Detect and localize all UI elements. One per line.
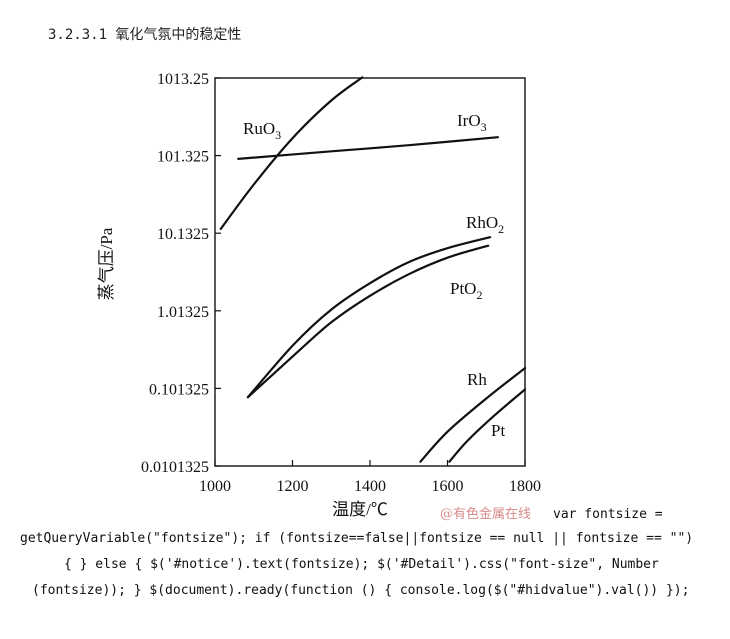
series-label-iro3: IrO3 <box>457 111 487 134</box>
series-label-rho2: RhO2 <box>466 213 504 236</box>
code-line-3: { } else { $('#notice').text(fontsize); … <box>64 557 659 572</box>
series-label-pto2: PtO2 <box>450 279 482 302</box>
code-line-2: getQueryVariable("fontsize"); if (fontsi… <box>20 531 694 546</box>
series-line-pto2 <box>246 244 490 399</box>
y-tick-label: 0.101325 <box>149 381 209 398</box>
y-tick-label: 0.0101325 <box>141 459 209 476</box>
code-line-4: (fontsize)); } $(document).ready(functio… <box>32 583 690 598</box>
y-tick-label: 101.325 <box>157 149 209 166</box>
x-tick-label: 1400 <box>354 478 386 495</box>
section-heading: 3.2.3.1 氧化气氛中的稳定性 <box>48 27 242 43</box>
series-line-pt <box>448 388 527 463</box>
y-tick-label: 1013.25 <box>157 71 209 88</box>
series-label-pt: Pt <box>491 421 505 440</box>
vapor-pressure-chart: 1000 1200 1400 1600 1800 0.0101325 0.101325 1.0… <box>97 71 541 519</box>
series-line-iro3 <box>237 136 499 160</box>
x-tick-label: 1600 <box>432 478 464 495</box>
code-line-1: var fontsize = <box>553 507 663 522</box>
y-axis-label: 蒸气压/Pa <box>97 227 116 300</box>
y-tick-label: 1.01325 <box>157 304 209 321</box>
series-label-rh: Rh <box>467 370 487 389</box>
y-tick-label: 10.1325 <box>157 226 209 243</box>
x-tick-label: 1800 <box>509 478 541 495</box>
series-labels: RuO3 IrO3 RhO2 PtO2 Rh Pt <box>243 111 505 440</box>
x-tick-label: 1000 <box>199 478 231 495</box>
chart-series <box>219 76 527 463</box>
chart-axes: 1000 1200 1400 1600 1800 0.0101325 0.101325 1.0… <box>141 71 541 495</box>
x-tick-label: 1200 <box>277 478 309 495</box>
series-label-ruo3: RuO3 <box>243 119 281 142</box>
watermark: @有色金属在线 <box>440 507 532 522</box>
series-line-ruo3 <box>219 76 364 230</box>
series-line-rh <box>419 367 527 463</box>
x-axis-label: 温度/℃ <box>332 500 388 519</box>
series-line-rho2 <box>246 236 492 399</box>
